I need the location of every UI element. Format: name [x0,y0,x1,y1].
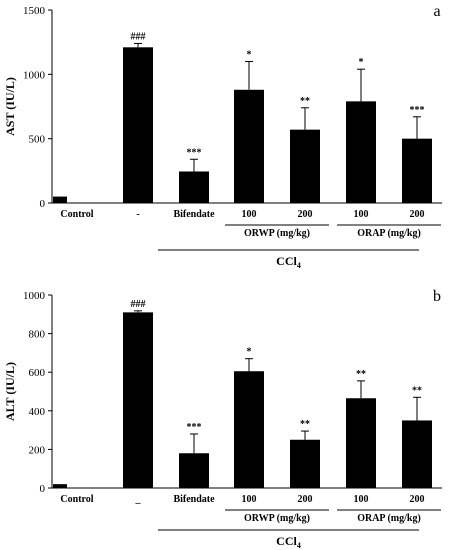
panel-label: b [433,288,441,305]
bar-3 [234,371,264,488]
y-axis-label: AST (IU/L) [3,77,17,136]
x-tick-label: 200 [298,209,313,220]
x-tick-label: 100 [354,494,369,505]
significance-label: ### [131,299,146,310]
x-tick-label: Control [60,494,93,505]
y-tick-label: 200 [29,444,46,456]
x-tick-label: 200 [410,494,425,505]
group-label: ORAP (mg/kg) [357,513,421,524]
x-tick-label: 100 [354,209,369,220]
bar-0 [53,196,67,203]
significance-label: ** [412,385,422,396]
significance-label: ** [300,419,310,430]
treatment-label: CCl4 [276,534,301,550]
significance-label: *** [410,105,425,116]
significance-label: * [359,57,364,68]
x-tick-label: 200 [410,209,425,220]
y-tick-label: 500 [29,134,46,146]
bar-2 [179,453,209,488]
y-tick-label: 1500 [23,5,46,17]
y-tick-label: 1000 [23,69,46,81]
significance-label: ** [356,369,366,380]
chart-panel-b: 0 200 400 600 800 1000 ALT (IU/L) b Control ### _ *… [3,288,442,550]
bar-2 [179,171,209,203]
x-tick-label: Bifendate [173,209,215,220]
group-label: ORWP (mg/kg) [244,228,310,239]
y-tick-label: 1000 [23,290,46,302]
y-tick-label: 400 [29,406,46,418]
panel-label: a [433,3,440,20]
bar-6 [402,420,432,488]
bar-5 [346,101,376,203]
bar-5 [346,398,376,488]
bar-3 [234,89,264,203]
treatment-label: CCl4 [276,254,301,270]
bar-0 [53,484,67,488]
significance-label: ### [131,31,146,42]
y-tick-label: 800 [29,329,46,341]
x-tick-label: - [136,209,139,220]
x-tick-label: Bifendate [173,494,215,505]
x-tick-label: 100 [242,494,257,505]
group-label: ORWP (mg/kg) [244,513,310,524]
significance-label: * [247,347,252,358]
bar-1 [123,312,153,488]
bar-4 [290,439,320,488]
x-tick-label: 100 [242,209,257,220]
y-axis-label: ALT (IU/L) [3,362,17,421]
bar-1 [123,47,153,204]
significance-label: *** [187,422,202,433]
bar-6 [402,138,432,203]
significance-label: ** [300,96,310,107]
y-tick-label: 0 [40,198,46,210]
bar-4 [290,129,320,203]
y-tick-label: 0 [40,483,46,495]
group-label: ORAP (mg/kg) [357,228,421,239]
x-tick-label: Control [60,209,93,220]
x-tick-label: 200 [298,494,313,505]
x-tick-label: _ [135,494,142,505]
y-tick-label: 600 [29,367,46,379]
significance-label: *** [187,147,202,158]
significance-label: * [247,49,252,60]
